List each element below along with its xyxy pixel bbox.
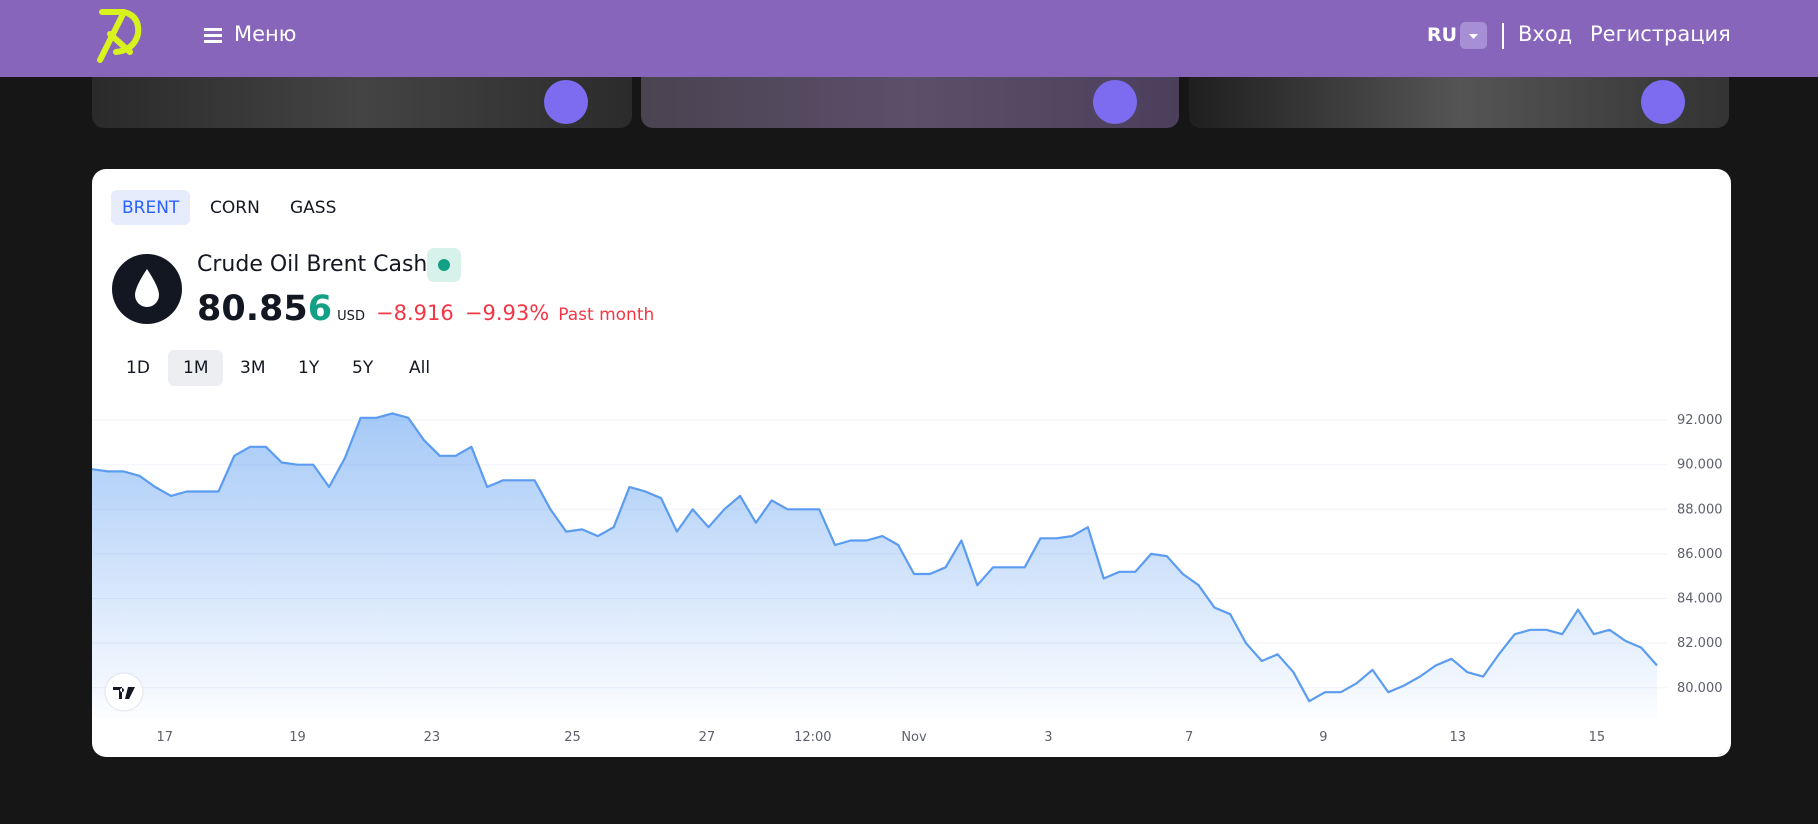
x-tick-label: 3 bbox=[1044, 730, 1052, 745]
range-button[interactable]: 5Y bbox=[352, 358, 374, 378]
period: Past month bbox=[558, 305, 655, 325]
language[interactable]: RU bbox=[1427, 24, 1458, 46]
x-tick-label: 17 bbox=[156, 730, 173, 745]
instrument-icon bbox=[112, 254, 182, 324]
instrument-name: Crude Oil Brent Cash bbox=[197, 252, 428, 277]
range-button[interactable]: 1D bbox=[126, 358, 150, 378]
login-link[interactable]: Вход bbox=[1518, 22, 1573, 46]
x-tick-label: 15 bbox=[1589, 730, 1606, 745]
tab[interactable]: CORN bbox=[210, 198, 260, 218]
tradingview-logo[interactable] bbox=[104, 672, 144, 712]
x-tick-label: 9 bbox=[1319, 730, 1327, 745]
banner-dot bbox=[1093, 80, 1137, 124]
x-tick-label: Nov bbox=[901, 730, 927, 745]
chart-card: BRENT CORN GASS Crude Oil Brent Cash 80.… bbox=[92, 169, 1731, 757]
price-line bbox=[92, 412, 1658, 703]
currency: USD bbox=[337, 309, 365, 324]
tab[interactable]: GASS bbox=[290, 198, 337, 218]
price-row: 80.856 USD −8.916 −9.93% Past month bbox=[197, 289, 654, 329]
x-tick-label: 12:00 bbox=[794, 730, 831, 745]
status-badge bbox=[427, 248, 461, 282]
y-tick-label: 88.000 bbox=[1677, 502, 1723, 517]
register-link[interactable]: Регистрация bbox=[1590, 22, 1731, 46]
header: Меню RU Вход Регистрация bbox=[0, 0, 1818, 77]
y-tick-label: 92.000 bbox=[1677, 413, 1723, 428]
language-dropdown[interactable] bbox=[1460, 22, 1487, 49]
range-button[interactable]: All bbox=[409, 358, 431, 378]
change: −8.916 bbox=[376, 301, 454, 325]
price: 80.85 bbox=[197, 289, 308, 329]
menu-icon[interactable] bbox=[204, 28, 222, 44]
y-tick-label: 90.000 bbox=[1677, 458, 1723, 473]
divider bbox=[1502, 23, 1504, 49]
menu-button[interactable]: Меню bbox=[234, 22, 297, 46]
y-tick-label: 84.000 bbox=[1677, 592, 1723, 607]
x-tick-label: 25 bbox=[564, 730, 581, 745]
logo[interactable] bbox=[94, 6, 144, 64]
area-fill bbox=[92, 413, 1657, 719]
chart: 80.000 82.000 84.000 86.000 88.000 90.000 92.0… bbox=[92, 412, 1723, 745]
y-tick-label: 86.000 bbox=[1677, 547, 1723, 562]
range-button[interactable]: 1Y bbox=[298, 358, 320, 378]
x-tick-label: 23 bbox=[424, 730, 441, 745]
y-tick-label: 82.000 bbox=[1677, 636, 1723, 651]
x-tick-label: 13 bbox=[1450, 730, 1467, 745]
x-tick-label: 7 bbox=[1185, 730, 1193, 745]
price-last-digit: 6 bbox=[307, 289, 333, 329]
range-button[interactable]: 3M bbox=[240, 358, 266, 378]
range-button[interactable]: 1M bbox=[168, 350, 224, 386]
x-tick-label: 19 bbox=[289, 730, 306, 745]
x-tick-label: 27 bbox=[699, 730, 716, 745]
change-percent: −9.93% bbox=[464, 301, 550, 325]
banner-dot bbox=[544, 80, 588, 124]
banner-dot bbox=[1641, 80, 1685, 124]
y-tick-label: 80.000 bbox=[1677, 681, 1723, 696]
tab[interactable]: BRENT bbox=[111, 190, 191, 225]
